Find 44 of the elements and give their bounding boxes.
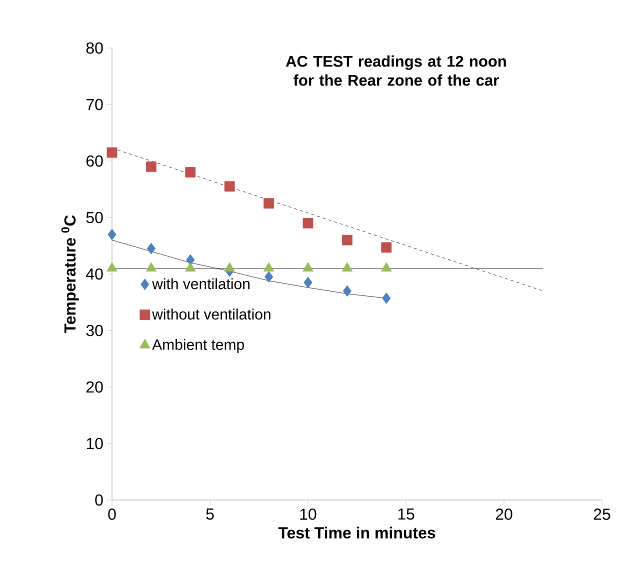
point — [106, 147, 118, 158]
point — [146, 262, 157, 272]
point — [186, 254, 195, 266]
point — [382, 292, 391, 304]
point — [342, 285, 352, 297]
y-tick-label: 0 — [95, 494, 103, 506]
x-tick-label: 0 — [108, 508, 116, 520]
x-tick-label: 25 — [594, 508, 610, 520]
point — [381, 242, 392, 253]
point — [263, 262, 274, 272]
y-tick-label: 50 — [86, 212, 103, 224]
point — [224, 262, 235, 272]
y-tick-label: 80 — [86, 42, 103, 54]
point — [185, 262, 196, 272]
x-tick-label: 20 — [496, 508, 512, 520]
x-axis-title: Test Time in minutes — [278, 526, 436, 538]
legend-label: without ventilation — [152, 308, 270, 320]
point — [342, 262, 353, 272]
x-tick-label: 5 — [206, 508, 214, 520]
y-tick-label: 70 — [86, 98, 103, 110]
point — [304, 276, 312, 288]
point — [264, 271, 274, 283]
point — [264, 198, 274, 209]
point — [146, 161, 156, 172]
legend-label: Ambient temp — [152, 338, 244, 353]
point — [146, 242, 156, 254]
legend-label: with ventilation — [152, 278, 250, 290]
y-tick-label: 60 — [86, 155, 103, 167]
x-tick-label: 10 — [300, 508, 316, 520]
point — [108, 228, 116, 240]
y-tick-label: 30 — [86, 324, 103, 336]
x-tick-label: 15 — [398, 508, 414, 520]
point — [302, 218, 314, 228]
y-axis-title: Temperature $^{0}$C — [61, 215, 79, 334]
point — [342, 234, 352, 246]
y-tick-label: 10 — [86, 438, 103, 450]
point — [381, 262, 392, 272]
y-tick-label: 20 — [86, 381, 103, 393]
point — [224, 181, 235, 192]
point — [185, 167, 196, 178]
y-tick-label: 40 — [86, 268, 103, 280]
point — [106, 262, 118, 272]
text: AC TEST readings at 12 noon for the Rear zone of the car — [286, 55, 506, 86]
point — [302, 262, 314, 272]
